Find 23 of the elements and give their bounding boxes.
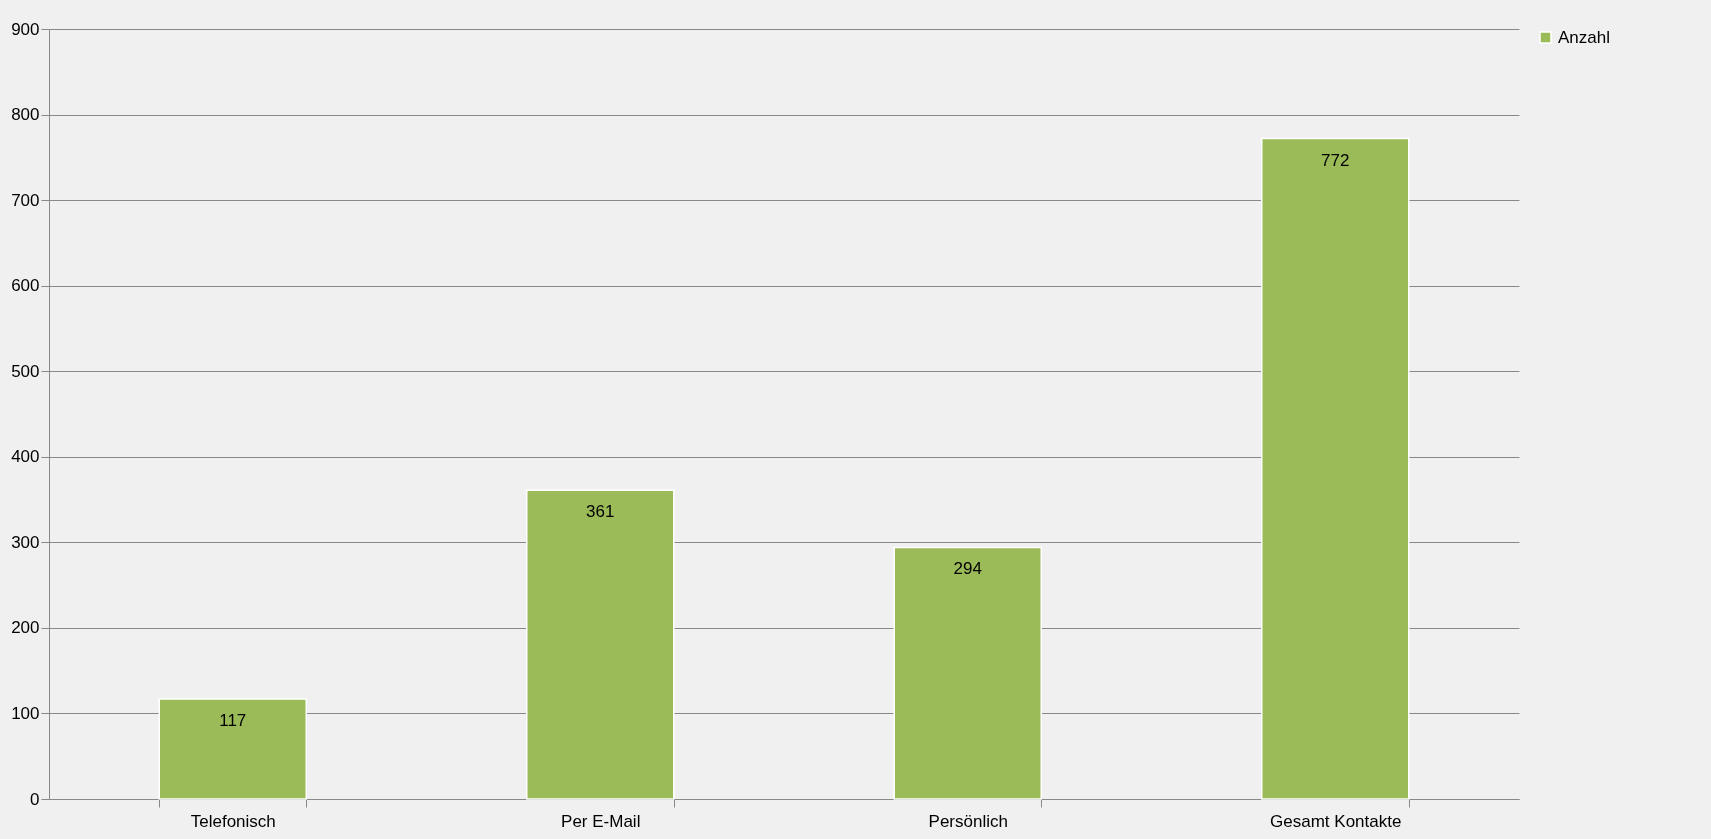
data-label: 294	[953, 559, 982, 579]
x-tick-label: Telefonisch	[190, 811, 276, 831]
data-label: 361	[586, 502, 615, 522]
y-tick-label: 0	[30, 789, 40, 809]
bar	[158, 698, 307, 800]
y-tick-label: 700	[11, 190, 40, 210]
x-tick-label: Persönlich	[928, 811, 1008, 831]
data-label: 772	[1321, 150, 1350, 170]
y-tick-label: 600	[11, 276, 40, 296]
bar	[893, 546, 1042, 800]
y-tick-label: 300	[11, 532, 40, 552]
bar	[1261, 137, 1410, 800]
y-tick-label: 800	[11, 105, 40, 125]
x-tick-label: Gesamt Kontakte	[1270, 811, 1402, 831]
y-tick-label: 500	[11, 361, 40, 381]
data-label: 117	[219, 710, 247, 730]
bar	[526, 489, 675, 800]
x-tick-label: Per E-Mail	[561, 811, 641, 831]
y-tick-label: 100	[11, 703, 40, 723]
y-tick-label: 200	[11, 618, 40, 638]
y-tick-label: 900	[11, 19, 40, 39]
y-tick-label: 400	[11, 447, 40, 467]
legend-label: Anzahl	[1558, 27, 1610, 47]
